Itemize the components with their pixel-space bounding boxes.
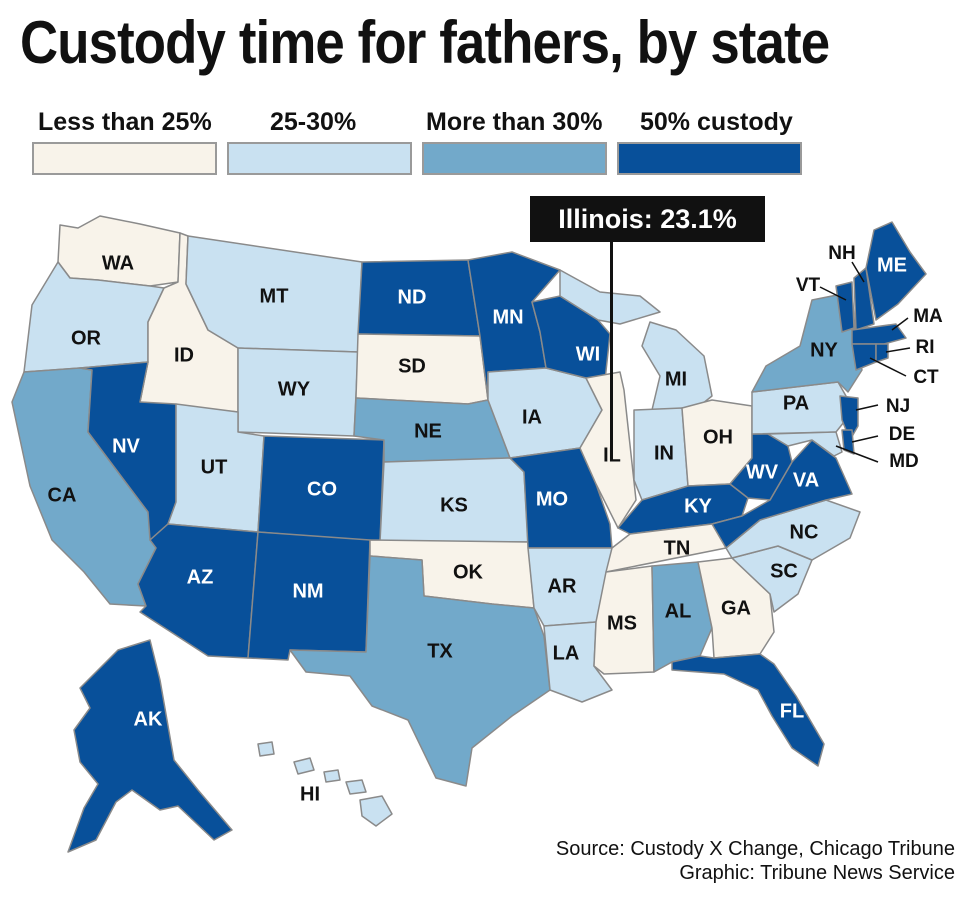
state-VA[interactable] — [711, 439, 853, 549]
state-label-NJ: NJ — [886, 396, 910, 417]
legend-swatch-50-custody — [617, 142, 802, 175]
leader-CT — [869, 357, 907, 377]
state-label-NH: NH — [828, 243, 855, 264]
state-label-MA: MA — [913, 306, 943, 327]
state-label-NY: NY — [810, 339, 838, 361]
legend-label-25-30: 25-30% — [270, 108, 357, 136]
state-label-IA: IA — [522, 406, 542, 428]
state-RI[interactable] — [875, 343, 889, 363]
graphic-credit: Graphic: Tribune News Service — [679, 862, 955, 884]
state-label-CO: CO — [307, 478, 337, 500]
state-HI-5[interactable] — [359, 795, 393, 827]
legend-label-less-than-25: Less than 25% — [38, 108, 212, 136]
state-WA[interactable] — [57, 215, 181, 287]
callout-leader-line — [610, 242, 613, 460]
leader-MD — [835, 445, 879, 463]
source-credit: Source: Custody X Change, Chicago Tribun… — [555, 838, 955, 860]
legend-swatch-less-than-25 — [32, 142, 217, 175]
state-HI-2[interactable] — [293, 757, 315, 775]
state-label-NC: NC — [790, 521, 819, 543]
state-NH[interactable] — [853, 267, 875, 331]
state-label-OK: OK — [453, 561, 484, 583]
state-label-LA: LA — [553, 642, 580, 664]
state-label-MT: MT — [260, 285, 289, 307]
state-CT[interactable] — [851, 343, 877, 371]
state-label-CA: CA — [48, 484, 77, 506]
state-HI-3[interactable] — [323, 769, 341, 783]
leader-NJ — [855, 404, 879, 411]
state-HI-4[interactable] — [345, 779, 367, 795]
state-VT[interactable] — [835, 281, 855, 333]
state-label-AL: AL — [665, 600, 692, 622]
state-label-OH: OH — [703, 426, 733, 448]
state-label-IN: IN — [654, 442, 674, 464]
state-label-DE: DE — [889, 424, 915, 445]
state-label-MD: MD — [889, 451, 919, 472]
state-label-ND: ND — [398, 286, 427, 308]
legend-swatch-more-than-30 — [422, 142, 607, 175]
leader-VT — [819, 286, 847, 301]
state-MD[interactable] — [767, 431, 843, 457]
leader-MA — [891, 317, 909, 331]
state-label-SD: SD — [398, 355, 426, 377]
leader-DE — [851, 435, 879, 443]
legend-swatch-25-30 — [227, 142, 412, 175]
legend-label-more-than-30: More than 30% — [426, 108, 603, 136]
state-label-WY: WY — [278, 378, 311, 400]
legend-label-50-custody: 50% custody — [640, 108, 793, 136]
state-DE[interactable] — [841, 429, 855, 455]
state-label-TX: TX — [427, 640, 453, 662]
state-label-PA: PA — [783, 392, 809, 414]
state-label-OR: OR — [71, 327, 102, 349]
state-NJ[interactable] — [839, 395, 859, 441]
state-label-TN: TN — [664, 537, 691, 559]
state-label-NE: NE — [414, 420, 442, 442]
state-label-GA: GA — [721, 597, 751, 619]
state-label-MS: MS — [607, 612, 637, 634]
state-AZ[interactable] — [137, 523, 259, 659]
state-label-AZ: AZ — [187, 566, 214, 588]
state-label-NM: NM — [292, 580, 323, 602]
state-label-WV: WV — [746, 461, 779, 483]
state-label-NV: NV — [112, 435, 140, 457]
state-label-VA: VA — [793, 469, 819, 491]
state-label-ID: ID — [174, 344, 194, 366]
state-label-AR: AR — [548, 575, 577, 597]
state-HI-1[interactable] — [257, 741, 275, 757]
state-label-KY: KY — [684, 495, 712, 517]
state-FL[interactable] — [671, 653, 825, 767]
state-label-MO: MO — [536, 488, 568, 510]
state-label-UT: UT — [201, 456, 228, 478]
state-label-VT: VT — [796, 275, 821, 296]
state-TX[interactable] — [289, 555, 551, 787]
illinois-callout: Illinois: 23.1% — [530, 196, 765, 242]
map-title: Custody time for fathers, by state — [20, 9, 830, 76]
state-ME[interactable] — [865, 221, 927, 321]
state-label-ME: ME — [877, 254, 907, 276]
state-AK[interactable] — [67, 639, 233, 853]
state-label-FL: FL — [780, 700, 804, 722]
leader-NH — [851, 261, 865, 283]
state-label-SC: SC — [770, 560, 798, 582]
state-label-CT: CT — [913, 367, 939, 388]
state-label-MI: MI — [665, 368, 687, 390]
state-label-KS: KS — [440, 494, 468, 516]
state-MI[interactable] — [641, 321, 713, 413]
state-label-WA: WA — [102, 252, 134, 274]
leader-RI — [885, 347, 911, 353]
state-label-HI: HI — [300, 783, 320, 805]
state-label-RI: RI — [916, 337, 935, 358]
state-label-MN: MN — [492, 306, 523, 328]
state-label-WI: WI — [576, 343, 600, 365]
state-label-AK: AK — [134, 708, 163, 730]
